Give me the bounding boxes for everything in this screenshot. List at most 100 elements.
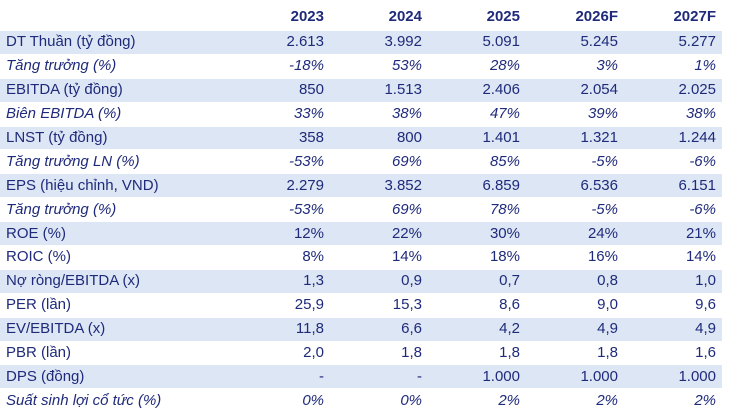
row-value-cell: 5.091: [428, 30, 526, 55]
header-cell-2025: 2025: [428, 0, 526, 31]
table-row: EPS (hiệu chỉnh, VND) 2.279 3.852 6.859 6.53…: [0, 173, 722, 199]
row-value-cell: 14%: [330, 245, 428, 270]
row-value-cell: 12%: [238, 221, 330, 247]
row-value-cell: 1.000: [428, 364, 526, 390]
table-row: PBR (lần) 2,0 1,8 1,8 1,8 1,6: [0, 341, 722, 366]
row-value-cell: 2%: [624, 388, 722, 414]
table-row: Tăng trưởng (%) -18% 53% 28% 3% 1%: [0, 54, 722, 79]
row-value-cell: 69%: [330, 149, 428, 175]
row-value-cell: 4,9: [526, 317, 624, 342]
row-value-cell: 8%: [238, 245, 330, 270]
row-value-cell: 0%: [330, 388, 428, 414]
row-label: PBR (lần): [0, 341, 238, 366]
row-value-cell: 1.401: [428, 126, 526, 151]
row-value-cell: 2.054: [526, 78, 624, 103]
row-label: Biên EBITDA (%): [0, 102, 238, 127]
row-value-cell: 18%: [428, 245, 526, 270]
row-value-cell: 1%: [624, 54, 722, 79]
row-value-cell: 6.859: [428, 173, 526, 199]
row-value-cell: 800: [330, 126, 428, 151]
table-body: DT Thuần (tỷ đồng) 2.613 3.992 5.091 5.245 5.…: [0, 30, 722, 414]
row-value-cell: 11,8: [238, 317, 330, 342]
row-label: Tăng trưởng (%): [0, 54, 238, 79]
row-label: Tăng trưởng (%): [0, 197, 238, 223]
row-value-cell: 15,3: [330, 293, 428, 318]
row-value-cell: 1.321: [526, 126, 624, 151]
row-value-cell: 33%: [238, 102, 330, 127]
row-value-cell: 6.536: [526, 173, 624, 199]
row-value-cell: 38%: [330, 102, 428, 127]
row-value-cell: -: [330, 364, 428, 390]
table-row: Tăng trưởng (%) -53% 69% 78% -5% -6%: [0, 197, 722, 223]
row-label: ROE (%): [0, 221, 238, 247]
row-value-cell: 0,8: [526, 269, 624, 294]
row-value-cell: 69%: [330, 197, 428, 223]
row-value-cell: 850: [238, 78, 330, 103]
header-cell-label: [0, 0, 238, 31]
table-row: LNST (tỷ đồng) 358 800 1.401 1.321 1.244: [0, 126, 722, 151]
row-value-cell: 1,8: [526, 341, 624, 366]
row-value-cell: 4,2: [428, 317, 526, 342]
row-value-cell: 2.279: [238, 173, 330, 199]
row-value-cell: 30%: [428, 221, 526, 247]
row-value-cell: 3.852: [330, 173, 428, 199]
row-label: Nợ ròng/EBITDA (x): [0, 269, 238, 294]
row-value-cell: -6%: [624, 149, 722, 175]
table-row: PER (lần) 25,9 15,3 8,6 9,0 9,6: [0, 293, 722, 318]
header-cell-2024: 2024: [330, 0, 428, 31]
row-value-cell: 0%: [238, 388, 330, 414]
row-value-cell: 14%: [624, 245, 722, 270]
row-label: DT Thuần (tỷ đồng): [0, 30, 238, 55]
row-value-cell: 21%: [624, 221, 722, 247]
row-label: EPS (hiệu chỉnh, VND): [0, 173, 238, 199]
row-value-cell: 2%: [526, 388, 624, 414]
row-value-cell: 2.406: [428, 78, 526, 103]
row-label: Suất sinh lợi cổ tức (%): [0, 388, 238, 414]
row-value-cell: 1,6: [624, 341, 722, 366]
row-label: LNST (tỷ đồng): [0, 126, 238, 151]
row-value-cell: 9,0: [526, 293, 624, 318]
row-value-cell: 28%: [428, 54, 526, 79]
row-value-cell: 16%: [526, 245, 624, 270]
row-value-cell: 2%: [428, 388, 526, 414]
header-cell-2023: 2023: [238, 0, 330, 31]
row-value-cell: 5.277: [624, 30, 722, 55]
row-value-cell: 1,8: [428, 341, 526, 366]
row-value-cell: 3%: [526, 54, 624, 79]
row-value-cell: 5.245: [526, 30, 624, 55]
row-value-cell: -18%: [238, 54, 330, 79]
table-header-row: 2023 2024 2025 2026F 2027F: [0, 0, 722, 31]
row-value-cell: 2.613: [238, 30, 330, 55]
table-row: EV/EBITDA (x) 11,8 6,6 4,2 4,9 4,9: [0, 317, 722, 342]
row-value-cell: 24%: [526, 221, 624, 247]
row-value-cell: 78%: [428, 197, 526, 223]
row-value-cell: 6,6: [330, 317, 428, 342]
row-value-cell: 4,9: [624, 317, 722, 342]
header-cell-2027f: 2027F: [624, 0, 722, 31]
row-label: EV/EBITDA (x): [0, 317, 238, 342]
row-value-cell: 0,7: [428, 269, 526, 294]
row-value-cell: 38%: [624, 102, 722, 127]
row-value-cell: 1.513: [330, 78, 428, 103]
table-row: EBITDA (tỷ đồng) 850 1.513 2.406 2.054 2.025: [0, 78, 722, 103]
row-value-cell: 1,3: [238, 269, 330, 294]
row-value-cell: -53%: [238, 197, 330, 223]
row-value-cell: 47%: [428, 102, 526, 127]
row-value-cell: 2.025: [624, 78, 722, 103]
row-value-cell: 22%: [330, 221, 428, 247]
row-value-cell: 0,9: [330, 269, 428, 294]
row-value-cell: -6%: [624, 197, 722, 223]
row-label: ROIC (%): [0, 245, 238, 270]
table-row: ROE (%) 12% 22% 30% 24% 21%: [0, 221, 722, 247]
row-value-cell: 6.151: [624, 173, 722, 199]
row-value-cell: -5%: [526, 197, 624, 223]
row-value-cell: 1,0: [624, 269, 722, 294]
row-value-cell: 1.244: [624, 126, 722, 151]
row-value-cell: 85%: [428, 149, 526, 175]
row-label: DPS (đồng): [0, 364, 238, 390]
row-value-cell: 358: [238, 126, 330, 151]
row-value-cell: 53%: [330, 54, 428, 79]
row-value-cell: 8,6: [428, 293, 526, 318]
row-value-cell: -: [238, 364, 330, 390]
